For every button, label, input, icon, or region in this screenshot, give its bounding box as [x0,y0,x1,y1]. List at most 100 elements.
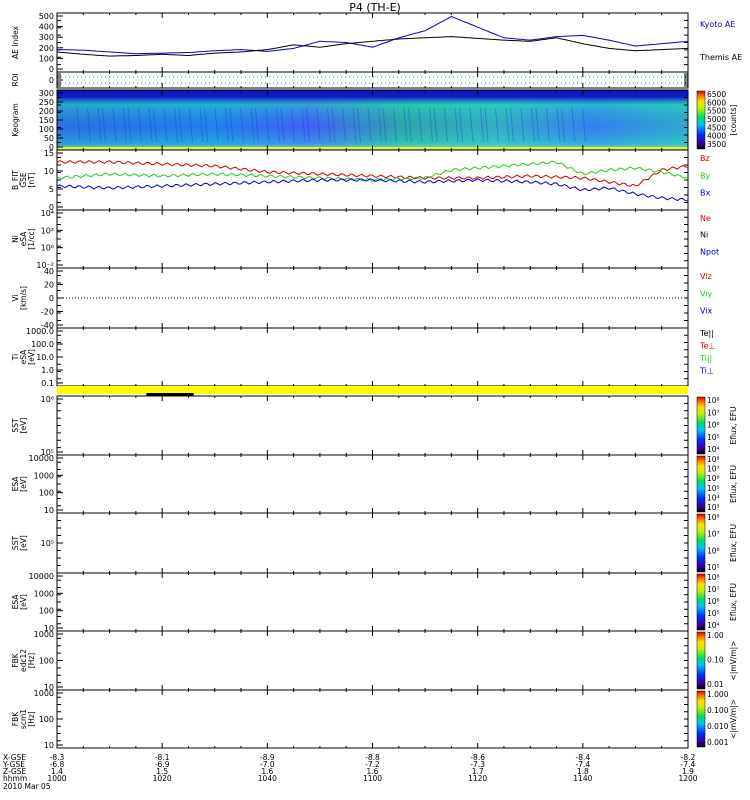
y-tick-label: 400 [39,23,54,32]
y-axis-label: Keogram [11,103,20,137]
keogram-streak [331,107,336,143]
keogram-streak [510,107,514,143]
panel-frame [56,327,689,387]
x-axis-value: -8.6 [470,753,485,762]
colorbar-tick-label: 0.01 [707,680,724,689]
y-tick-label: 10⁵ [41,448,54,457]
x-axis-value: 1040 [258,774,277,783]
y-axis-label: ESA [11,594,20,610]
keogram-streak [240,107,244,143]
x-axis-value: -6.9 [155,760,170,769]
y-axis-label: B_FIT [11,170,20,190]
panel-vi: 40 20 0 -20 -40 Vi [km/s] Viz Viy Vix [11,267,713,330]
colorbar-tick-label: 10⁸ [707,455,720,464]
y-tick-label: 10000 [29,572,54,581]
y-axis-label: ROI [11,73,20,86]
y-axis-label: [eV] [27,349,36,365]
keogram-streak [102,107,106,143]
keogram-streak [444,107,448,143]
keogram-streak [127,107,132,143]
keogram-streak [255,107,259,143]
legend-Viz: Viz [700,272,712,281]
legend-By: By [700,171,710,180]
colorbar-tick-label: 3500 [707,140,726,149]
y-tick-label: 300 [39,89,54,98]
colorbar-tick-label: 10⁸ [707,513,720,522]
y-axis-label: [1/cc] [27,228,36,249]
panel-frame [56,630,689,691]
keogram-streak [112,107,117,143]
keogram-streak [454,107,459,143]
keogram-streak [378,107,382,143]
x-axis-value: -8.3 [50,753,65,762]
y-axis-label: Vi [11,294,20,301]
keogram-streak [229,107,234,143]
keogram-streak [367,107,372,143]
y-tick-label: 10 [44,167,54,176]
colorbar-tick-label: 1.000 [707,690,729,699]
panel-fbk2: 1000 100 10 FBK scm1 [Hz] 1.000 0.100 0.010 0.001… [11,689,738,750]
x-axis-value: -7.0 [260,760,275,769]
keogram-streak [571,107,576,143]
keogram-streak [76,107,81,143]
keogram-streak [148,107,153,143]
series-line-By [56,160,689,182]
keogram-streak [316,107,321,143]
mode-flag-bar [57,386,688,394]
keogram-overlay [57,90,688,150]
series-line-Kyoto-AE [57,15,689,55]
colorbar-tick-label: 4500 [707,123,726,132]
keogram-streak [418,107,423,143]
keogram-streak [291,107,295,143]
colorbar-tick-label: 5000 [707,115,726,124]
series-line-Themis-AE [56,36,689,57]
y-tick-label: 0 [49,65,54,74]
y-tick-label: 300 [39,33,54,42]
x-axis-value: -7.2 [365,760,380,769]
keogram-streak [469,107,474,143]
y-tick-label: 0.1 [41,379,54,388]
y-axis-label: AE Index [11,25,20,58]
y-axis-label: FBK [11,711,20,726]
y-axis-label: SST [11,536,20,551]
legend-Te||: Te|| [699,329,714,338]
colorbar-tick-label: 10⁷ [707,585,720,594]
colorbar [696,513,706,573]
x-axis-value: 1.9 [682,767,694,776]
legend-Ti||: Ti|| [699,354,712,363]
y-tick-label: 1000 [34,589,54,598]
y-axis-label: scm1 [19,709,28,729]
y-tick-label: 15 [44,149,54,158]
y-tick-label: 0 [49,294,54,303]
y-axis-label: [nT] [27,172,36,187]
colorbar-label: Eflux, EFU [729,583,738,621]
panel-sst_e: 10⁵ SST [eV] 10⁸ 10⁷ 10⁶ 10⁵ Eflux, EFU [11,512,738,574]
y-axis-label: [Hz] [27,653,36,669]
colorbar-tick-label: 10⁵ [707,433,720,442]
y-tick-label: 500 [39,12,54,21]
x-axis-value: 1100 [363,774,382,783]
colorbar-tick-label: 10⁸ [707,573,720,582]
chart-title: P4 (TH-E) [349,1,401,14]
keogram-streak [408,107,412,143]
y-tick-label: 10⁵ [41,539,54,548]
keogram-streak [301,107,306,143]
y-tick-label: 10 [44,624,54,633]
colorbar-label: Eflux, EFU [729,465,738,503]
x-axis-value: 1.6 [367,767,379,776]
keogram-streak [535,107,540,143]
colorbar-tick-label: 10³ [707,503,720,512]
panel-flag [57,386,688,396]
y-tick-label: 200 [39,107,54,116]
y-tick-label: -40 [41,321,54,330]
keogram-streak [342,107,346,143]
panel-roi: 0 ROI [11,71,689,89]
x-axis-value: 1020 [153,774,172,783]
keogram-streak [561,107,565,143]
colorbar-tick-label: 4000 [707,132,726,141]
panel-frame [56,12,689,73]
legend-Ne: Ne [700,214,711,223]
